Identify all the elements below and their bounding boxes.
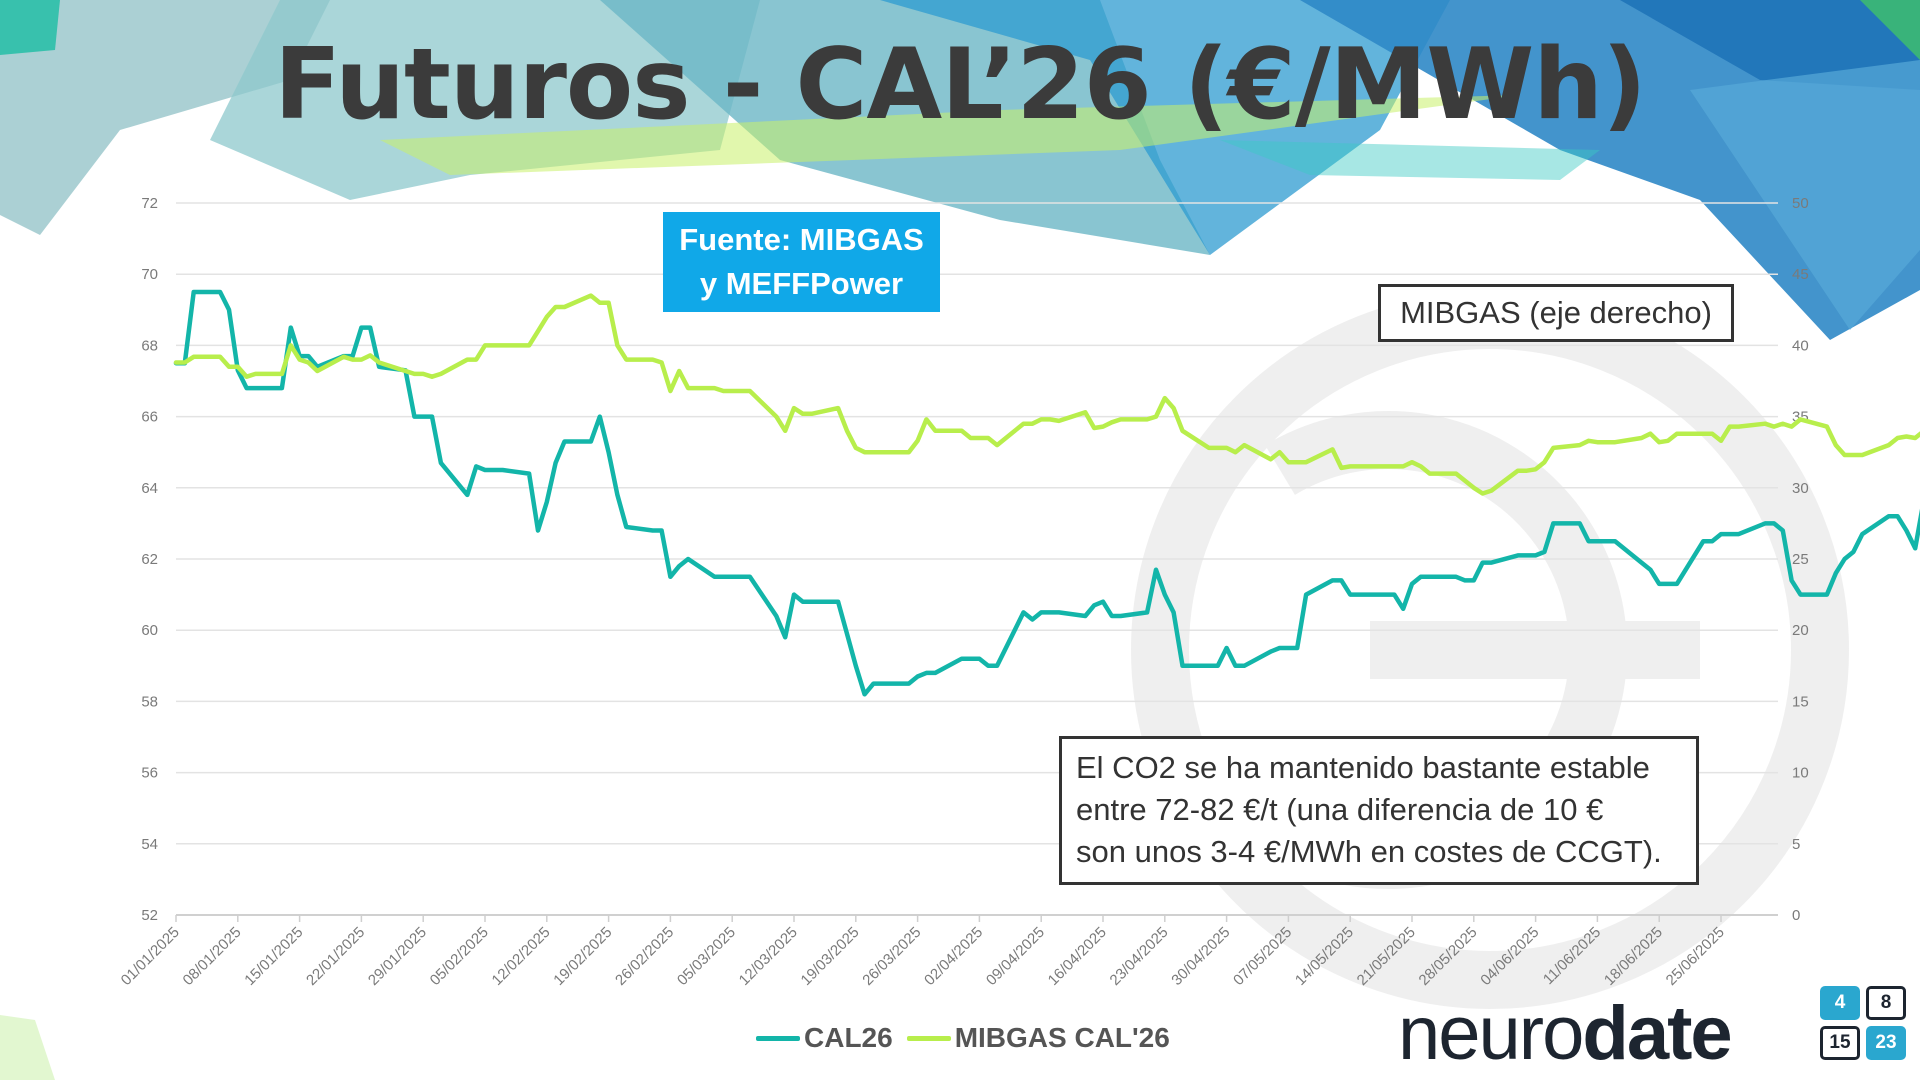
x-tick-label: 09/04/2025 [983, 924, 1048, 989]
y-tick-label-right: 30 [1792, 480, 1809, 497]
y-tick-label-right: 5 [1792, 836, 1800, 853]
calendar-cell-2: 8 [1866, 986, 1906, 1020]
page-title: Futuros - CAL’26 (€/MWh) [274, 28, 1647, 142]
brand-logo-bold: date [1582, 991, 1732, 1076]
calendar-cell-1: 4 [1820, 986, 1860, 1020]
y-tick-label-right: 40 [1792, 337, 1809, 354]
x-tick-label: 05/03/2025 [674, 924, 739, 989]
brand-logo: neurodate [1398, 990, 1733, 1077]
y-tick-label-left: 52 [141, 907, 158, 924]
calendar-cell-4: 23 [1866, 1026, 1906, 1060]
x-tick-label: 26/02/2025 [612, 924, 677, 989]
legend-swatch-mibgas [906, 1035, 951, 1041]
x-tick-label: 05/02/2025 [427, 924, 492, 989]
calendar-cell-3: 15 [1820, 1026, 1860, 1060]
y-tick-label-left: 66 [141, 409, 158, 426]
series-line-cal26 [173, 289, 1920, 697]
x-tick-label: 19/03/2025 [798, 924, 863, 989]
y-tick-label-right: 25 [1792, 551, 1809, 568]
x-tick-label: 16/04/2025 [1045, 924, 1110, 989]
x-tick-label: 18/06/2025 [1601, 924, 1666, 989]
source-line-2: y MEFFPower [699, 266, 904, 301]
x-tick-label: 28/05/2025 [1416, 924, 1481, 989]
x-tick-label: 11/06/2025 [1540, 924, 1604, 988]
x-tick-label: 12/02/2025 [489, 924, 554, 989]
x-tick-label: 12/03/2025 [736, 924, 801, 989]
y-tick-label-left: 64 [141, 480, 158, 497]
x-tick-label: 26/03/2025 [859, 924, 924, 989]
source-box: Fuente: MIBGAS y MEFFPower [663, 212, 940, 312]
y-tick-label-right: 45 [1792, 266, 1809, 283]
y-tick-label-left: 58 [141, 693, 158, 710]
mibgas-axis-note: MIBGAS (eje derecho) [1378, 284, 1734, 342]
x-tick-label: 08/01/2025 [180, 924, 245, 989]
legend-item-mibgas: MIBGAS CAL'26 [906, 1022, 1170, 1054]
y-tick-label-left: 54 [141, 836, 158, 853]
y-tick-label-left: 60 [141, 622, 158, 639]
calendar-icon: 4 8 15 23 [1820, 986, 1912, 1066]
x-axis: 01/01/202508/01/202515/01/202522/01/2025… [118, 915, 1728, 989]
x-tick-label: 14/05/2025 [1292, 924, 1357, 989]
x-tick-label: 25/06/2025 [1663, 924, 1728, 989]
x-tick-label: 22/01/2025 [303, 924, 368, 989]
brand-logo-light: neuro [1398, 991, 1584, 1076]
co2-note-line-3: son unos 3-4 €/MWh en costes de CCGT). [1076, 834, 1662, 869]
y-axis-left: 52 54 56 58 60 62 64 66 68 70 72 [141, 195, 158, 924]
legend-label-mibgas: MIBGAS CAL'26 [954, 1022, 1170, 1053]
y-tick-label-right: 0 [1792, 907, 1800, 924]
chart-series [173, 289, 1920, 697]
y-tick-label-right: 20 [1792, 622, 1809, 639]
x-tick-label: 29/01/2025 [365, 924, 430, 989]
source-line-1: Fuente: MIBGAS [679, 222, 924, 257]
x-tick-label: 15/01/2025 [241, 924, 306, 989]
x-tick-label: 01/01/2025 [118, 924, 183, 989]
co2-note-line-2: entre 72-82 €/t (una diferencia de 10 € [1076, 792, 1604, 827]
y-tick-label-left: 62 [141, 551, 158, 568]
x-tick-label: 07/05/2025 [1230, 924, 1295, 989]
x-tick-label: 02/04/2025 [921, 924, 986, 989]
co2-note-line-1: El CO2 se ha mantenido bastante estable [1076, 750, 1650, 785]
y-tick-label-left: 72 [141, 195, 158, 212]
x-tick-label: 21/05/2025 [1354, 924, 1419, 989]
y-tick-label-left: 68 [141, 337, 158, 354]
x-tick-label: 19/02/2025 [550, 924, 615, 989]
co2-note: El CO2 se ha mantenido bastante estable … [1059, 736, 1699, 885]
x-tick-label: 04/06/2025 [1477, 924, 1542, 989]
legend-label-cal26: CAL26 [804, 1022, 893, 1053]
y-tick-label-left: 70 [141, 266, 158, 283]
x-tick-label: 30/04/2025 [1168, 924, 1233, 989]
chart-legend: CAL26 MIBGAS CAL'26 [756, 1022, 1170, 1054]
y-tick-label-left: 56 [141, 765, 158, 782]
series-line-mibgas [173, 293, 1920, 496]
legend-item-cal26: CAL26 [756, 1022, 893, 1054]
x-tick-label: 23/04/2025 [1107, 924, 1172, 989]
legend-swatch-cal26 [756, 1035, 800, 1041]
y-tick-label-right: 10 [1792, 765, 1809, 782]
y-tick-label-right: 15 [1792, 693, 1809, 710]
y-tick-label-right: 50 [1792, 195, 1809, 212]
